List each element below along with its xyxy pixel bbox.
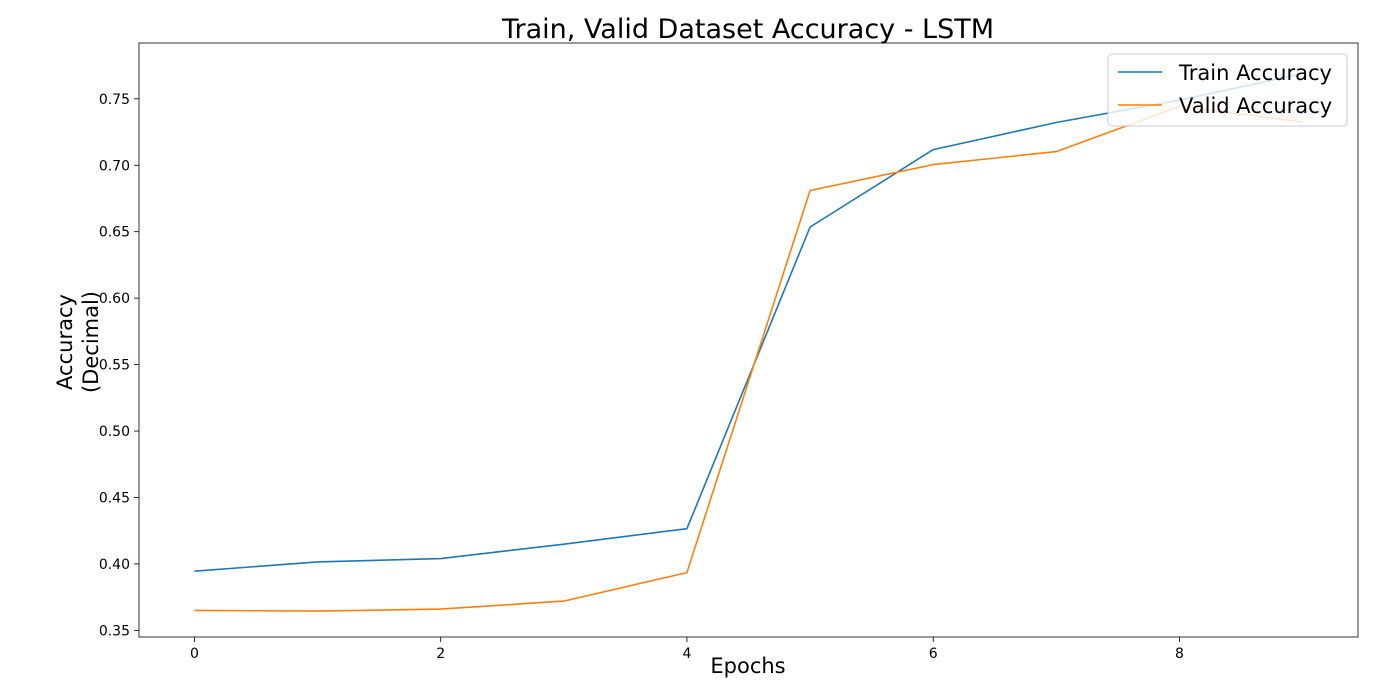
- legend-box: [1107, 53, 1348, 127]
- y-axis-label-line-1: Accuracy: [53, 294, 77, 390]
- y-tick-label: 0.75: [99, 92, 130, 108]
- y-tick-label: 0.70: [99, 158, 130, 174]
- x-axis-label: Epochs: [710, 654, 785, 678]
- x-tick-label: 4: [682, 646, 691, 662]
- y-axis-label-line-2: (Decimal): [79, 291, 103, 393]
- plot-area-frame: [138, 42, 1359, 638]
- legend-label-valid-accuracy: Valid Accuracy: [1179, 94, 1332, 118]
- y-tick-label: 0.60: [99, 291, 130, 307]
- legend: Train Accuracy Valid Accuracy: [1107, 53, 1348, 127]
- series-line-valid-accuracy: [194, 105, 1303, 612]
- series-line-train-accuracy: [194, 72, 1303, 572]
- x-tick-label: 6: [929, 646, 938, 662]
- chart-title: Train, Valid Dataset Accuracy - LSTM: [501, 14, 994, 45]
- y-tick-label: 0.45: [99, 490, 130, 506]
- y-tick-label: 0.40: [99, 557, 130, 573]
- legend-label-train-accuracy: Train Accuracy: [1178, 61, 1332, 85]
- y-tick-label: 0.55: [99, 358, 130, 374]
- y-tick-label: 0.65: [99, 225, 130, 241]
- y-tick-label: 0.50: [99, 424, 130, 440]
- x-tick-label: 2: [436, 646, 445, 662]
- y-tick-label: 0.35: [99, 623, 130, 639]
- x-tick-label: 8: [1175, 646, 1184, 662]
- y-axis-label: Accuracy (Decimal): [53, 291, 103, 393]
- axis-ticks: 0 2 4 6 8 0.35 0.40 0.45 0.50 0.55 0.60 0.65 0.70 0.7…: [99, 92, 1184, 662]
- x-tick-label: 0: [190, 646, 199, 662]
- series-lines: [194, 72, 1303, 612]
